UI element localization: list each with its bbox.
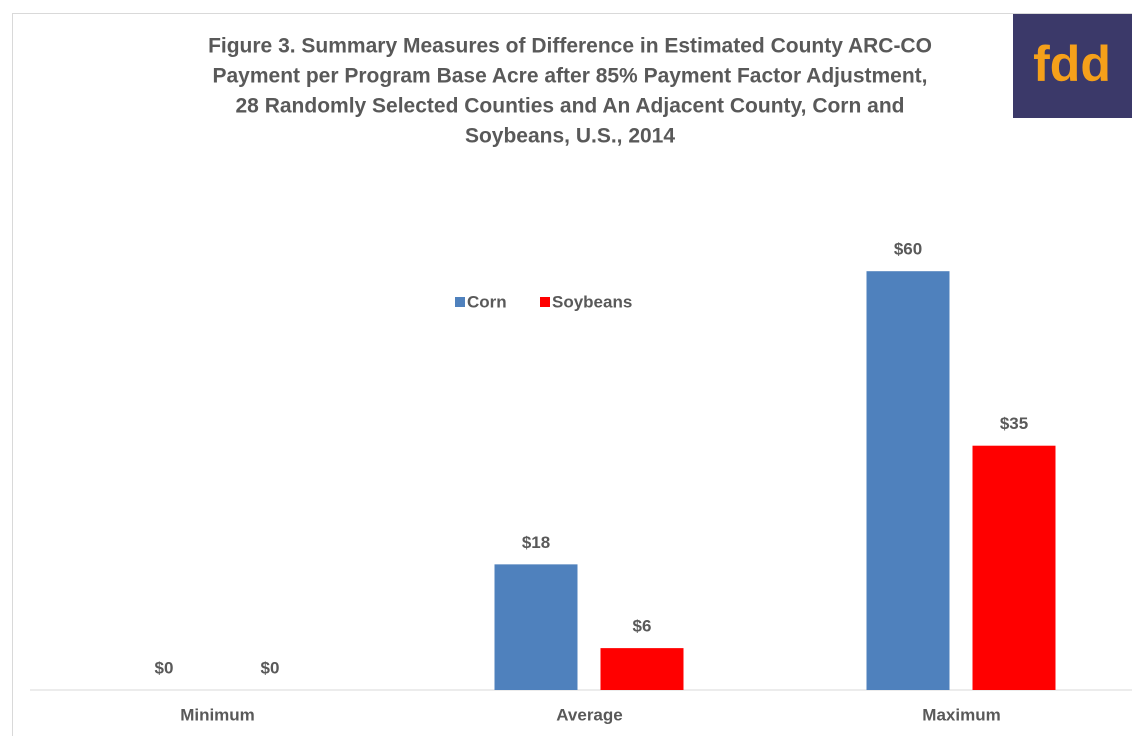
data-label: $0 [261, 658, 280, 677]
data-label: $60 [894, 240, 922, 259]
chart-title: Soybeans, U.S., 2014 [465, 125, 675, 148]
bar [866, 271, 950, 690]
x-tick-label: Minimum [180, 705, 255, 724]
data-label: $0 [155, 658, 174, 677]
data-label: $6 [633, 617, 652, 636]
legend-label: Soybeans [552, 292, 632, 311]
legend-swatch [540, 297, 550, 307]
data-label: $18 [522, 533, 550, 552]
legend-swatch [455, 297, 465, 307]
bar [972, 445, 1056, 690]
bar [494, 564, 578, 690]
bar [600, 648, 684, 690]
x-tick-label: Average [556, 705, 622, 724]
chart-title: Figure 3. Summary Measures of Difference… [208, 35, 932, 58]
x-tick-label: Maximum [922, 705, 1000, 724]
chart-title: Payment per Program Base Acre after 85% … [212, 65, 927, 88]
chart-title: 28 Randomly Selected Counties and An Adj… [236, 95, 905, 118]
data-label: $35 [1000, 414, 1028, 433]
logo: fdd [1033, 36, 1111, 92]
legend-label: Corn [467, 292, 507, 311]
logo-box [1013, 14, 1132, 118]
